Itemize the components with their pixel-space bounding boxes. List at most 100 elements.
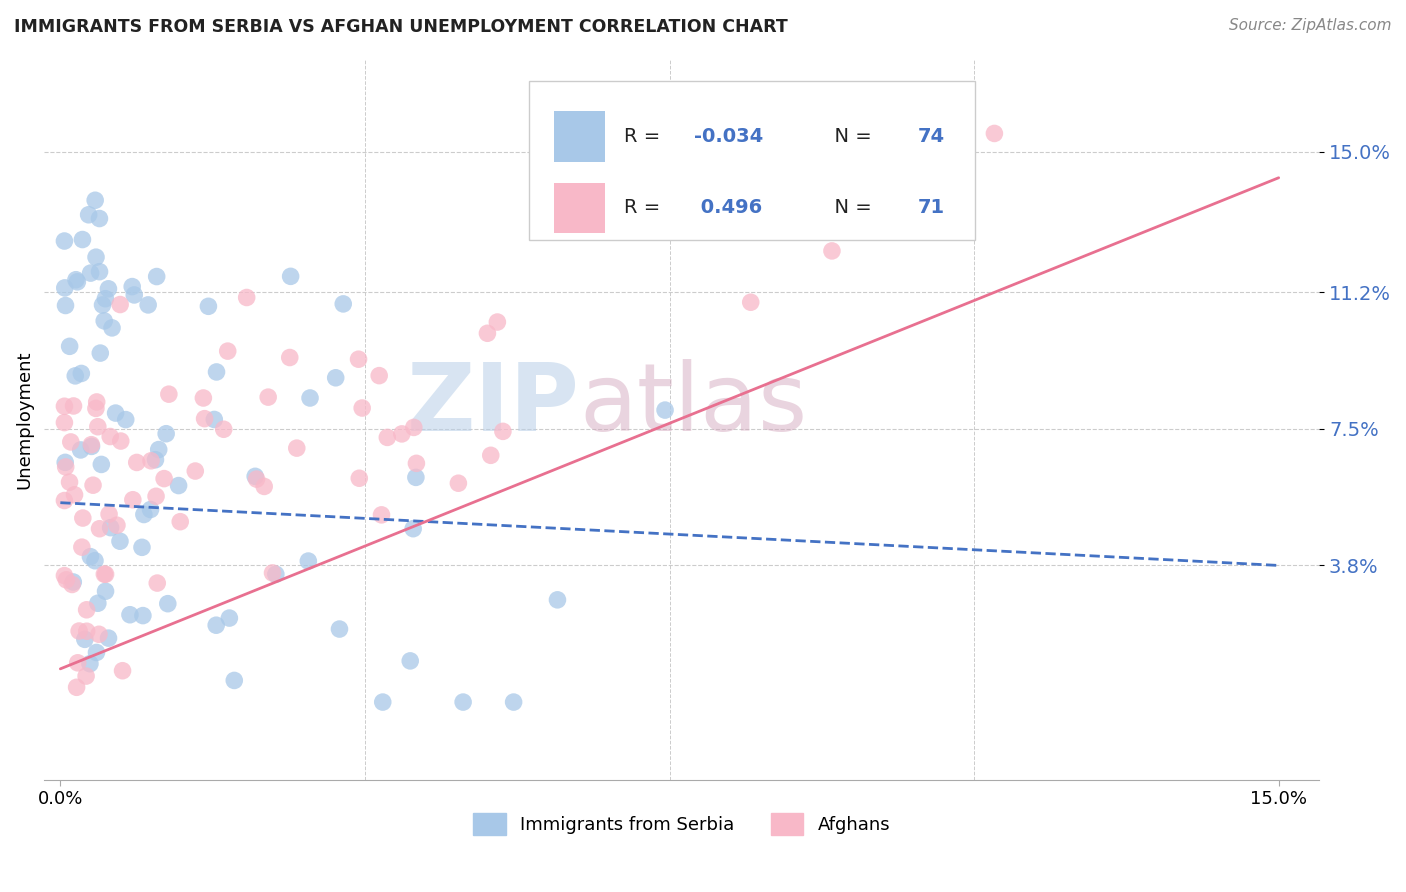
Point xyxy=(93,567,115,582)
Point xyxy=(94,584,117,599)
Point xyxy=(55,459,77,474)
Point xyxy=(65,273,87,287)
Point xyxy=(114,412,136,426)
Point xyxy=(121,492,143,507)
Text: R =: R = xyxy=(624,128,666,146)
Point xyxy=(94,567,117,582)
Point xyxy=(62,574,84,589)
FancyBboxPatch shape xyxy=(554,112,605,161)
Point xyxy=(447,476,470,491)
Text: 74: 74 xyxy=(918,128,945,146)
Point xyxy=(477,326,499,341)
Point xyxy=(53,493,76,508)
Point xyxy=(87,627,110,641)
Point xyxy=(546,592,568,607)
Point xyxy=(82,478,104,492)
Point xyxy=(97,631,120,645)
Point xyxy=(132,508,155,522)
Point xyxy=(155,426,177,441)
Point xyxy=(740,295,762,310)
Point xyxy=(89,265,111,279)
Point xyxy=(654,403,676,417)
Point xyxy=(370,508,392,522)
Point xyxy=(145,269,167,284)
Point xyxy=(197,299,219,313)
Point xyxy=(184,464,207,478)
Point xyxy=(264,567,287,582)
Point xyxy=(492,425,515,439)
Point xyxy=(451,695,474,709)
Point xyxy=(285,441,308,455)
Point xyxy=(821,244,844,258)
Text: 0.496: 0.496 xyxy=(695,198,762,218)
Point xyxy=(98,429,121,443)
Point xyxy=(139,502,162,516)
Point xyxy=(405,470,427,484)
Point xyxy=(145,489,167,503)
Point xyxy=(80,439,103,453)
Point xyxy=(299,391,322,405)
Point xyxy=(94,292,117,306)
Point xyxy=(375,430,398,444)
Point xyxy=(253,479,276,493)
Point xyxy=(121,279,143,293)
Point xyxy=(53,399,76,413)
Point xyxy=(69,442,91,457)
Point xyxy=(87,596,110,610)
Point xyxy=(169,515,191,529)
Point xyxy=(53,455,76,469)
Point xyxy=(399,654,422,668)
Point xyxy=(118,607,141,622)
Point xyxy=(167,478,190,492)
Point xyxy=(63,488,86,502)
Point xyxy=(224,673,246,688)
Point xyxy=(332,297,354,311)
Point xyxy=(84,554,107,568)
Point xyxy=(53,281,76,295)
Point xyxy=(90,458,112,472)
Point xyxy=(146,576,169,591)
Point xyxy=(262,566,284,580)
Text: N =: N = xyxy=(823,128,877,146)
Point xyxy=(76,603,98,617)
Point xyxy=(325,371,347,385)
Point xyxy=(194,411,217,425)
Point xyxy=(402,522,425,536)
Text: Source: ZipAtlas.com: Source: ZipAtlas.com xyxy=(1229,18,1392,33)
Point xyxy=(53,416,76,430)
Point xyxy=(153,472,176,486)
Point xyxy=(59,434,82,449)
Point xyxy=(87,419,110,434)
Point xyxy=(59,339,82,353)
Point xyxy=(218,611,240,625)
Point xyxy=(205,365,228,379)
Point xyxy=(402,420,425,434)
Point xyxy=(100,521,122,535)
Point xyxy=(105,518,128,533)
Point xyxy=(86,395,108,409)
Point xyxy=(84,250,107,264)
Point xyxy=(347,352,370,367)
Point xyxy=(84,401,107,416)
Point xyxy=(122,288,145,302)
Point xyxy=(132,608,155,623)
Point xyxy=(101,321,124,335)
Point xyxy=(79,657,101,671)
Point xyxy=(235,291,257,305)
Point xyxy=(108,297,131,311)
Point xyxy=(79,266,101,280)
Point xyxy=(479,448,502,462)
Point xyxy=(352,401,374,415)
Point xyxy=(66,275,89,289)
Point xyxy=(983,127,1005,141)
Point xyxy=(84,194,107,208)
Point xyxy=(297,554,319,568)
Point xyxy=(72,511,94,525)
Point xyxy=(217,344,239,359)
Point xyxy=(89,211,111,226)
Point xyxy=(257,390,280,404)
Point xyxy=(66,656,89,670)
Point xyxy=(80,438,103,452)
Point xyxy=(139,454,162,468)
Text: -0.034: -0.034 xyxy=(695,128,763,146)
